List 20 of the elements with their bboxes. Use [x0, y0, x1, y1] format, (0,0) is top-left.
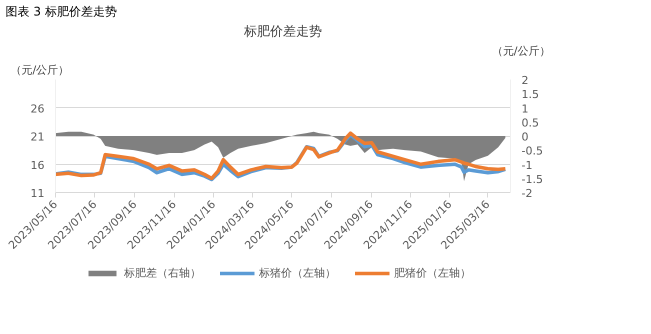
y2-tick-label: -1.5	[522, 172, 543, 186]
y2-tick-label: 1.5	[522, 88, 539, 102]
y-tick-label: 21	[30, 130, 45, 144]
y-tick-label: 16	[30, 158, 45, 172]
y2-tick-label: -0.5	[522, 144, 543, 158]
y2-tick-label: 2	[522, 74, 528, 87]
chart-title: 标肥价差走势	[243, 24, 322, 40]
y2-axis-title: （元/公斤）	[492, 44, 551, 58]
text: 图表 3 标肥价差走势	[6, 4, 117, 18]
legend-label: 标猪价（左轴）	[259, 266, 336, 280]
y2-tick-label: -1	[522, 158, 532, 172]
y2-tick-label: -2	[522, 187, 532, 200]
y2-tick-label: 1	[522, 102, 528, 116]
y-tick-label: 11	[30, 187, 45, 200]
y-tick-label: 26	[30, 102, 45, 116]
y2-tick-label: 0.5	[522, 116, 539, 130]
y2-tick-label: 0	[522, 130, 528, 144]
y-axis-title: （元/公斤）	[10, 64, 70, 76]
legend-label: 标肥差（右轴）	[124, 266, 201, 280]
legend-label: 肥猪价（左轴）	[394, 266, 471, 280]
